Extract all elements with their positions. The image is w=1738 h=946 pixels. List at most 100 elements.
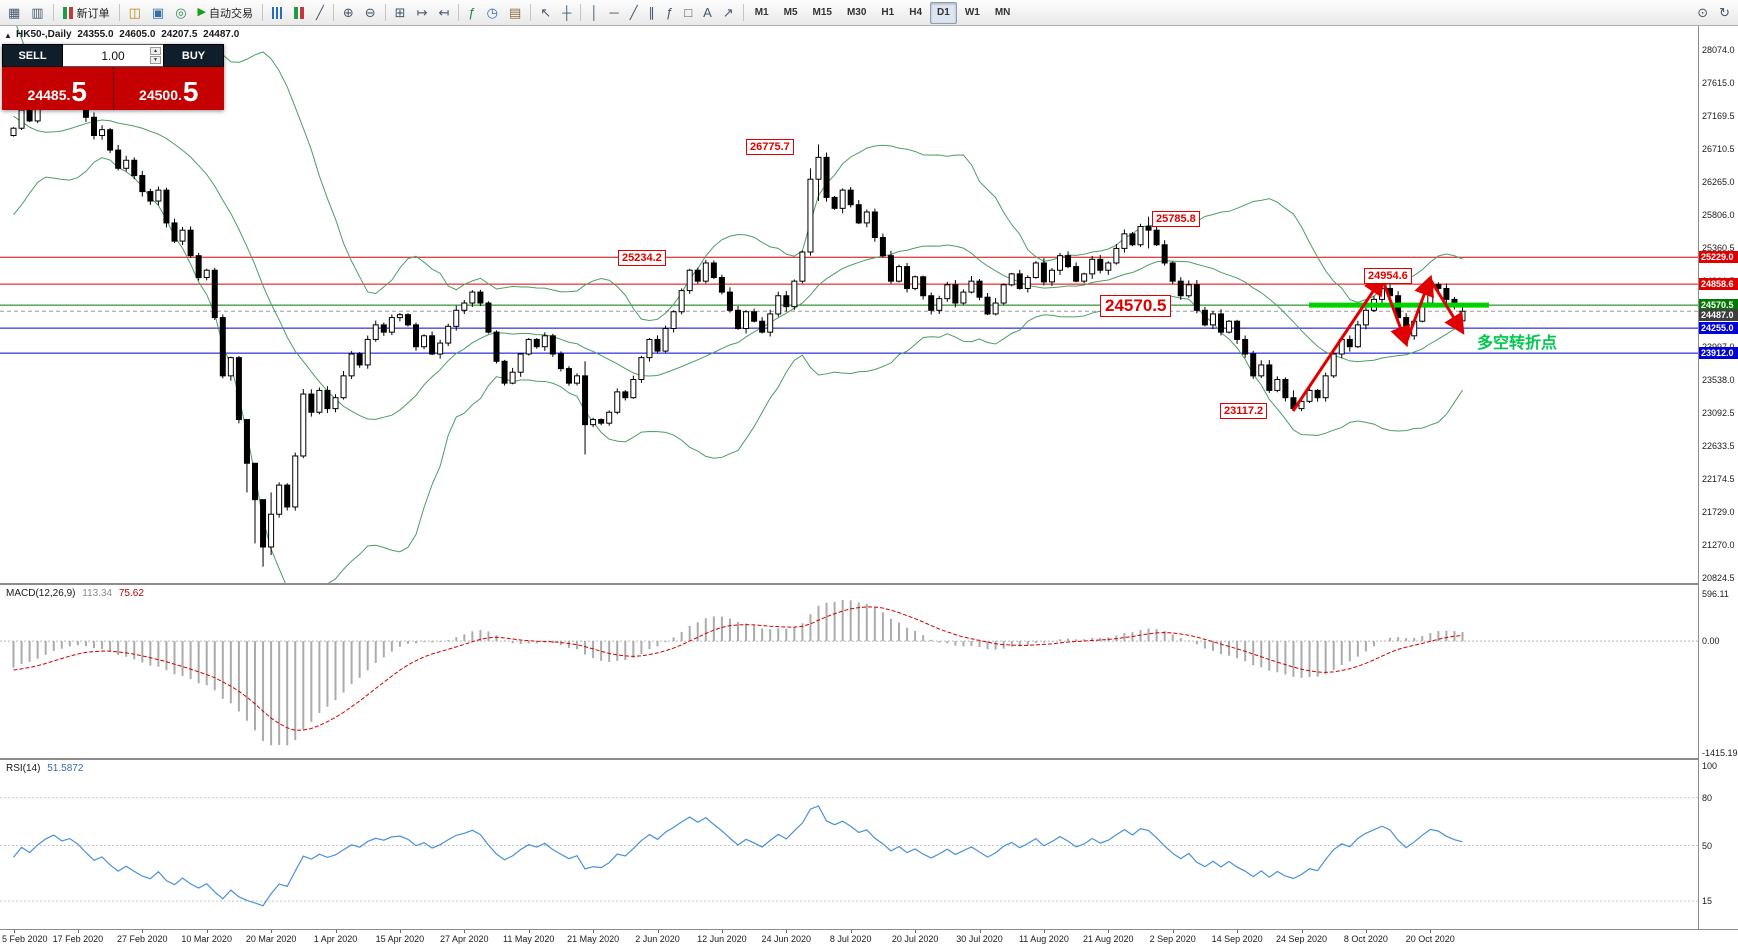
toolbar-docking[interactable]: ⊙ xyxy=(1692,2,1713,24)
time-axis-label: 20 Jul 2020 xyxy=(891,934,939,944)
buy-price-display[interactable]: 24500. 5 xyxy=(112,67,224,110)
tile-windows-icon: ⊞ xyxy=(394,5,406,20)
toolbar-channel-tool[interactable]: ∥ xyxy=(644,2,661,24)
price-callout[interactable]: 24570.5 xyxy=(1100,295,1172,317)
toolbar-fibonacci-tool[interactable]: ƒ xyxy=(661,2,678,24)
refresh-icon: ↻ xyxy=(1719,5,1730,20)
toolbar-bar-chart-mode[interactable] xyxy=(267,2,288,24)
volume-field[interactable]: 1.00 ▲ ▼ xyxy=(63,44,163,67)
time-axis-tick xyxy=(915,930,917,933)
macd-pane-splitter[interactable] xyxy=(0,583,1738,585)
time-axis-label: 30 Jul 2020 xyxy=(956,934,1003,944)
price-tick-label: 26710.5 xyxy=(1702,144,1735,154)
macd-tick-label: -1415.19 xyxy=(1702,748,1738,758)
toolbar-candlestick-mode[interactable] xyxy=(289,2,310,24)
price-tick-label: 26265.0 xyxy=(1702,177,1735,187)
chart-canvas[interactable] xyxy=(0,26,1738,946)
time-axis-tick xyxy=(657,930,659,933)
tf-w1-label: W1 xyxy=(964,7,980,18)
toolbar-indicators-list[interactable]: ƒ xyxy=(463,2,480,24)
toolbar-zoom-out[interactable]: ⊖ xyxy=(360,2,381,24)
volume-value[interactable]: 1.00 xyxy=(101,48,125,63)
time-axis-label: 11 Aug 2020 xyxy=(1018,934,1069,944)
price-tick-label: 27615.0 xyxy=(1702,78,1735,88)
price-callout[interactable]: 24954.6 xyxy=(1364,268,1412,284)
timeframe-mn[interactable]: MN xyxy=(988,2,1018,24)
zoom-in-icon: ⊕ xyxy=(342,5,354,20)
price-tick-label: 23538.0 xyxy=(1702,375,1735,385)
time-axis[interactable]: 5 Feb 2020 17 Feb 2020 27 Feb 2020 10 Mar 2… xyxy=(0,929,1738,946)
sell-button[interactable]: SELL xyxy=(2,44,63,67)
toolbar-tile-windows[interactable]: ⊞ xyxy=(390,2,411,24)
note-annotation[interactable]: 多空转折点 xyxy=(1477,335,1558,352)
price-callout[interactable]: 25785.8 xyxy=(1152,211,1200,227)
toolbar-cursor-tool[interactable]: ↖ xyxy=(535,2,556,24)
toolbar-new-chart[interactable]: ▦ xyxy=(3,2,25,24)
tf-m30-label: M30 xyxy=(846,7,867,18)
new-order-icon xyxy=(62,6,74,19)
ohlc-close: 24487.0 xyxy=(203,29,240,40)
time-axis-tick xyxy=(335,930,337,933)
main-toolbar: ▦ ▥ 新订单 ◫ ▣ ◎ ▶ 自动交易 ╱ ⊕ ⊖ ⊞ ↦ ↤ ƒ ◷ ▤ ↖ ┼ │ ─ ╱ ∥ ƒ □ A ↗ M1 M5 M15 M… xyxy=(0,0,1738,26)
timeframe-m1[interactable]: M1 xyxy=(748,2,776,24)
chart-area[interactable] xyxy=(0,26,1738,946)
toolbar-crosshair-tool[interactable]: ┼ xyxy=(557,2,576,24)
timeframe-m15[interactable]: M15 xyxy=(806,2,839,24)
buy-button[interactable]: BUY xyxy=(163,44,224,67)
toolbar-periods-menu[interactable]: ◷ xyxy=(482,2,503,24)
tf-m5-label: M5 xyxy=(783,7,798,18)
toolbar-horizontal-line-tool[interactable]: ─ xyxy=(604,2,623,24)
time-axis-tick xyxy=(721,930,723,933)
toolbar-new-order[interactable]: 新订单 xyxy=(58,2,115,24)
trade-panel-collapse-icon[interactable]: ▲ xyxy=(4,31,12,40)
timeframe-h4[interactable]: H4 xyxy=(902,2,929,24)
timeframe-m30[interactable]: M30 xyxy=(840,2,873,24)
time-axis-label: 21 May 2020 xyxy=(567,934,620,944)
rsi-tick-label: 80 xyxy=(1702,792,1713,803)
toolbar-vertical-line-tool[interactable]: │ xyxy=(585,2,603,24)
time-axis-label: 17 Feb 2020 xyxy=(52,934,104,944)
price-callout[interactable]: 23117.2 xyxy=(1220,403,1268,419)
time-axis-label: 20 Mar 2020 xyxy=(245,934,297,944)
toolbar-chart-profiles[interactable]: ▥ xyxy=(26,2,48,24)
toolbar-trendline-tool[interactable]: ╱ xyxy=(625,2,643,24)
timeframe-m5[interactable]: M5 xyxy=(777,2,805,24)
toolbar-zoom-in[interactable]: ⊕ xyxy=(338,2,359,24)
toolbar-auto-scroll[interactable]: ↦ xyxy=(412,2,433,24)
templates-menu-icon: ▤ xyxy=(508,5,522,20)
toolbar-templates-menu[interactable]: ▤ xyxy=(504,2,526,24)
price-tick-label: 21270.0 xyxy=(1702,540,1735,550)
timeframe-w1[interactable]: W1 xyxy=(958,2,987,24)
toolbar-arrow-tool[interactable]: ↗ xyxy=(718,2,739,24)
toolbar-data-window[interactable]: ▣ xyxy=(147,2,169,24)
volume-up-button[interactable]: ▲ xyxy=(150,47,161,55)
toolbar-line-chart-mode[interactable]: ╱ xyxy=(311,2,329,24)
price-level-tag: 24858.6 xyxy=(1699,278,1738,291)
toolbar-auto-trading[interactable]: ▶ 自动交易 xyxy=(193,2,258,24)
sell-price-display[interactable]: 24485. 5 xyxy=(2,67,113,110)
navigator-icon: ◎ xyxy=(175,5,187,20)
data-window-icon: ▣ xyxy=(151,5,165,20)
ohlc-low: 24207.5 xyxy=(161,29,198,40)
price-axis[interactable]: 28074.0 27615.0 27169.5 26710.5 26265.0 25806… xyxy=(1698,26,1738,929)
price-level-tag: 24570.5 xyxy=(1699,299,1738,312)
toolbar-navigator[interactable]: ◎ xyxy=(170,2,191,24)
auto-trading-label: 自动交易 xyxy=(209,7,253,20)
volume-down-button[interactable]: ▼ xyxy=(150,56,161,64)
price-callout[interactable]: 26775.7 xyxy=(746,139,794,155)
rsi-pane-splitter[interactable] xyxy=(0,758,1738,760)
toolbar-text-tool[interactable]: A xyxy=(698,2,717,24)
toolbar-shapes-tool[interactable]: □ xyxy=(679,2,697,24)
time-axis-tick xyxy=(399,930,401,933)
crosshair-tool-icon: ┼ xyxy=(562,5,572,20)
toolbar-chart-shift[interactable]: ↤ xyxy=(433,2,454,24)
price-level-tag: 24255.0 xyxy=(1699,322,1738,335)
timeframe-d1[interactable]: D1 xyxy=(930,1,957,24)
price-callout[interactable]: 25234.2 xyxy=(618,250,666,266)
timeframe-h1[interactable]: H1 xyxy=(874,2,901,24)
rsi-label: RSI(14) 51.5872 xyxy=(6,763,87,774)
toolbar-refresh[interactable]: ↻ xyxy=(1714,2,1735,24)
toolbar-market-watch[interactable]: ◫ xyxy=(124,2,146,24)
chart-shift-icon: ↤ xyxy=(438,5,450,20)
price-tick-label: 22174.5 xyxy=(1702,474,1735,484)
